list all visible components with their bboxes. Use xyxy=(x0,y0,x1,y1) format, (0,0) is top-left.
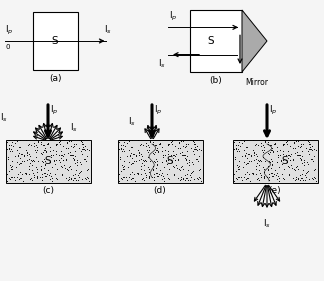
Text: Mirror: Mirror xyxy=(245,78,268,87)
Text: S: S xyxy=(52,36,58,46)
Text: (a): (a) xyxy=(49,74,61,83)
Text: I$_s$: I$_s$ xyxy=(70,122,78,134)
Text: I$_p$: I$_p$ xyxy=(269,104,277,117)
Bar xyxy=(32,12,77,70)
Bar xyxy=(118,140,202,183)
Text: (d): (d) xyxy=(154,187,167,196)
Text: I$_s$: I$_s$ xyxy=(0,112,7,124)
Text: S: S xyxy=(282,157,288,167)
Text: I$_p$: I$_p$ xyxy=(5,24,14,37)
Text: I$_p$: I$_p$ xyxy=(50,104,59,117)
Text: S: S xyxy=(167,157,173,167)
Polygon shape xyxy=(242,10,267,72)
Text: I$_s$: I$_s$ xyxy=(103,24,111,36)
Text: I$_s$: I$_s$ xyxy=(128,116,136,128)
Text: I$_s$: I$_s$ xyxy=(263,218,271,230)
Text: I$_p$: I$_p$ xyxy=(169,10,178,23)
Text: (b): (b) xyxy=(210,76,222,85)
Bar xyxy=(190,10,242,72)
Text: I$_s$: I$_s$ xyxy=(158,58,166,70)
Text: S: S xyxy=(208,36,214,46)
Text: (e): (e) xyxy=(269,187,281,196)
Text: (c): (c) xyxy=(42,187,54,196)
Text: S: S xyxy=(45,157,51,167)
Text: I$_p$: I$_p$ xyxy=(154,104,163,117)
Text: 0: 0 xyxy=(5,44,9,50)
Bar xyxy=(233,140,318,183)
Bar xyxy=(6,140,90,183)
